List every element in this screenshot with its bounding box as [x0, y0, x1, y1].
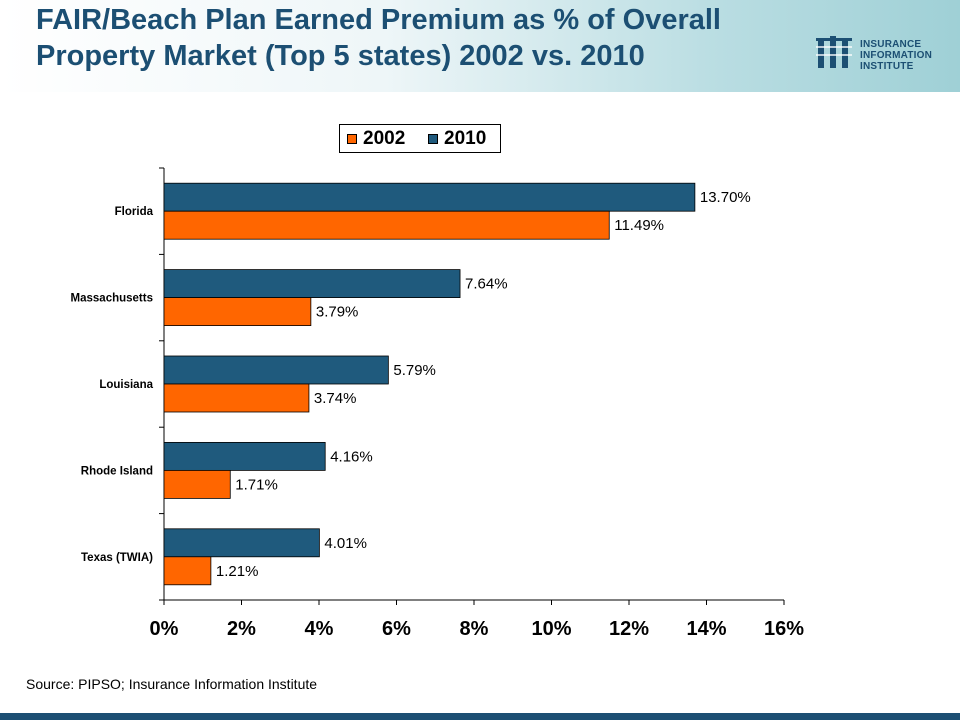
chart-legend: 2002 2010 [339, 124, 501, 153]
x-tick-label: 0% [150, 618, 179, 640]
x-tick-label: 6% [382, 618, 411, 640]
source-note: Source: PIPSO; Insurance Information Ins… [26, 676, 318, 692]
header-band [0, 0, 960, 92]
x-tick-label: 8% [460, 618, 489, 640]
bar-2010 [163, 528, 320, 558]
data-label-2002: 3.74% [314, 390, 357, 407]
iii-logo-mark-icon [816, 36, 852, 68]
data-label-2002: 3.79% [316, 304, 359, 321]
bar-2002 [163, 297, 312, 327]
category-label: Massachusetts [71, 293, 153, 305]
category-label: Florida [115, 206, 154, 218]
data-label-2010: 13.70% [700, 189, 751, 206]
legend-label-2002: 2002 [363, 128, 406, 149]
legend-label-2010: 2010 [444, 128, 487, 149]
data-label-2002: 1.71% [235, 476, 278, 493]
data-label-2010: 5.79% [393, 362, 436, 379]
data-label-2002: 11.49% [614, 217, 664, 234]
bar-2002 [163, 383, 310, 413]
legend-swatch-2010 [428, 134, 438, 144]
x-tick-label: 10% [531, 618, 571, 640]
bar-2010 [163, 269, 461, 299]
bar-2010 [163, 182, 696, 212]
category-label: Texas (TWIA) [81, 552, 153, 564]
chart-title: FAIR/Beach Plan Earned Premium as % of O… [36, 4, 721, 72]
x-tick-label: 2% [227, 618, 256, 640]
bar-2002 [163, 210, 610, 240]
data-label-2010: 4.01% [324, 535, 367, 552]
x-tick-label: 14% [686, 618, 726, 640]
logo-line-3: INSTITUTE [860, 61, 914, 72]
legend-swatch-2002 [347, 134, 357, 144]
bar-2010 [163, 355, 389, 385]
bar-2002 [163, 556, 212, 586]
x-tick-label: 16% [764, 618, 804, 640]
data-label-2002: 1.21% [216, 563, 259, 580]
x-tick-label: 4% [305, 618, 334, 640]
data-label-2010: 7.64% [465, 276, 508, 293]
bar-2002 [163, 469, 231, 499]
bar-2010 [163, 441, 326, 471]
category-label: Rhode Island [81, 465, 153, 477]
category-label: Louisiana [99, 379, 153, 391]
logo-line-1: INSURANCE [860, 39, 922, 50]
x-tick-label: 12% [609, 618, 649, 640]
footer-bar [0, 713, 960, 720]
logo-text: INSURANCE INFORMATION INSTITUTE [860, 39, 932, 72]
iii-logo: INSURANCE INFORMATION INSTITUTE [816, 34, 956, 74]
data-label-2010: 4.16% [330, 448, 373, 465]
logo-line-2: INFORMATION [860, 50, 933, 61]
